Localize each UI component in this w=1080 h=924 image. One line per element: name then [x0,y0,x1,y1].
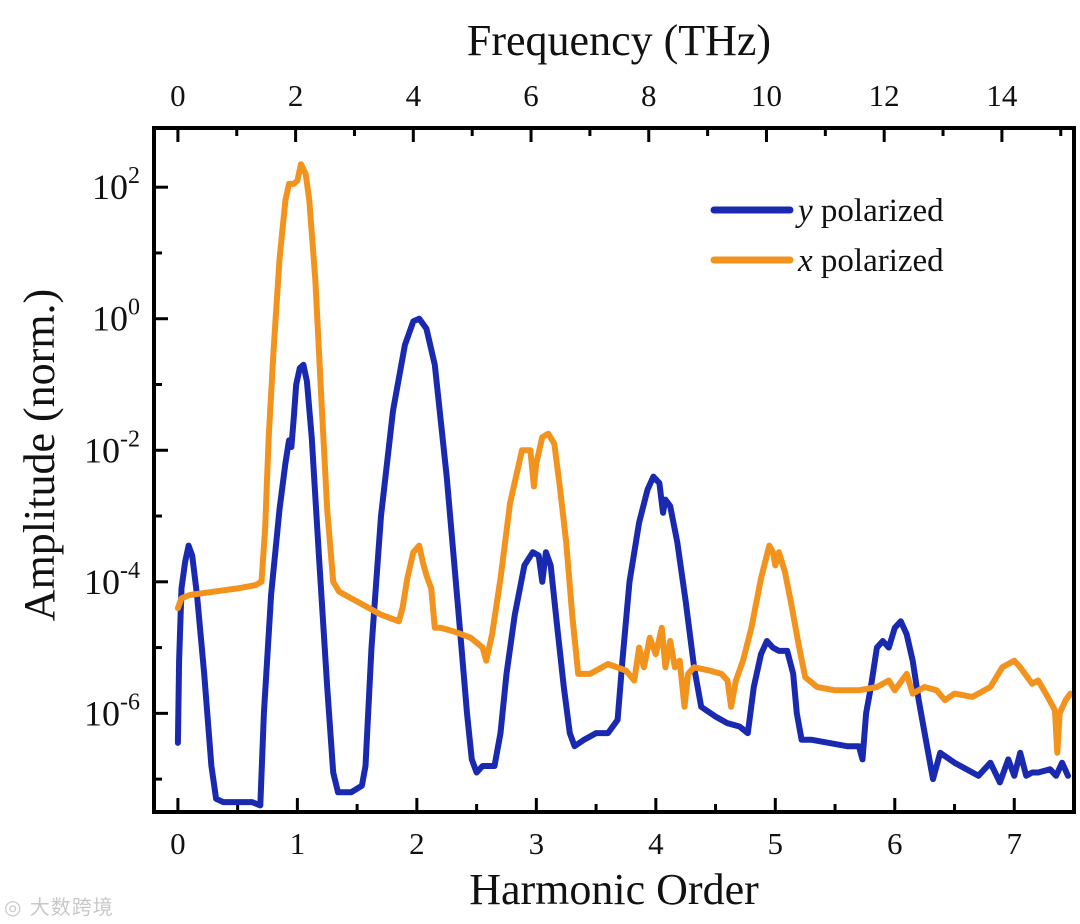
x-tick-label: 7 [1007,826,1023,861]
x2-tick-label: 6 [523,78,539,113]
y-tick-label: 10-6 [84,689,140,733]
x-tick-label: 3 [529,826,545,861]
legend: y polarized x polarized [710,193,944,279]
plot-frame [152,126,1076,814]
x-tick-label: 4 [648,826,664,861]
x2-tick-label: 2 [288,78,304,113]
y-tick-label: 10-2 [84,426,140,470]
x-tick-label: 1 [290,826,306,861]
x-tick-label: 2 [409,826,425,861]
legend-label-x: x polarized [797,243,944,279]
x2-tick-label: 10 [751,78,782,113]
x-tick-label: 6 [887,826,903,861]
series-line-y-polarized [174,315,1071,809]
x2-tick-label: 12 [869,78,900,113]
series-layer [174,161,1074,809]
bottom-axis-title: Harmonic Order [469,865,759,914]
x2-tick-label: 4 [406,78,422,113]
legend-label-y: y polarized [795,193,944,229]
watermark-logo: ◎ 大数跨境 [4,895,114,919]
x-tick-label: 0 [170,826,186,861]
x2-tick-label: 8 [641,78,657,113]
y-tick-label: 102 [92,163,140,207]
x-tick-label: 5 [768,826,784,861]
top-axis-title: Frequency (THz) [467,16,771,65]
y-tick-label: 10-4 [84,558,140,602]
y-tick-label: 100 [92,295,140,339]
x2-tick-label: 14 [986,78,1018,113]
y-axis-title: Amplitude (norm.) [15,289,64,621]
x2-tick-label: 0 [170,78,186,113]
series-line-x-polarized [174,161,1074,756]
